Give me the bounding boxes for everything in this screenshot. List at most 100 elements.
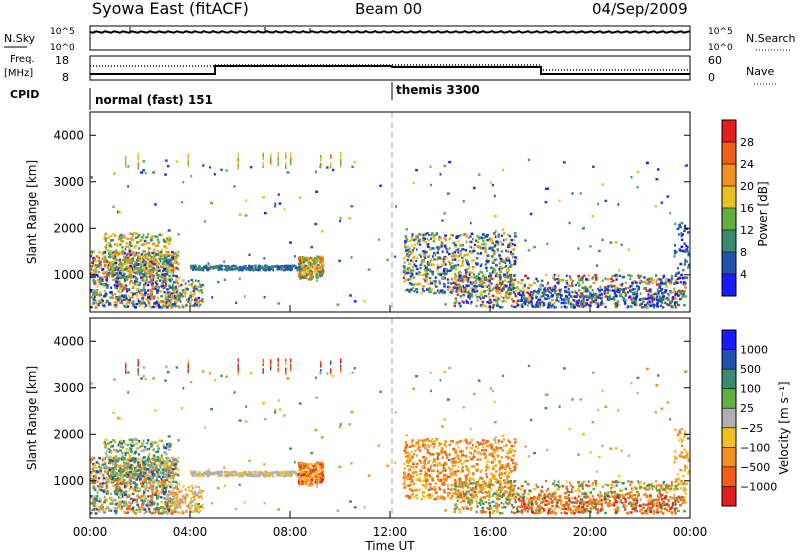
power-cell (177, 268, 180, 271)
power-cell (447, 252, 451, 256)
power-cell (629, 288, 632, 291)
velocity-cell (119, 496, 122, 500)
power-cell (123, 272, 126, 276)
velocity-cell (105, 466, 108, 469)
velocity-cell (105, 469, 108, 473)
power-cell (134, 276, 137, 279)
power-cell (160, 248, 163, 251)
power-cell (452, 281, 455, 285)
power-cell (500, 234, 503, 237)
power-cell (638, 298, 642, 302)
power-cell (138, 247, 140, 250)
power-cell (680, 231, 683, 235)
power-cell (135, 268, 139, 271)
power-cell (319, 259, 323, 262)
power-cell (507, 245, 510, 249)
velocity-cell (110, 492, 113, 495)
power-cell (174, 266, 177, 270)
velocity-cell (131, 440, 134, 443)
power-cell (100, 279, 104, 282)
power-cell (115, 254, 119, 257)
power-cell (436, 256, 440, 259)
velocity-cell (102, 490, 105, 494)
power-cell (147, 249, 150, 253)
velocity-cell (163, 475, 167, 478)
velocity-cell (152, 473, 156, 476)
power-cell (558, 289, 561, 292)
power-cell (513, 262, 517, 266)
power-cell (119, 260, 122, 263)
power-cell (315, 276, 319, 279)
velocity-cell (157, 456, 160, 460)
power-cell (418, 282, 421, 286)
velocity-cell (151, 490, 154, 494)
power-cell (507, 243, 511, 247)
velocity-cell (103, 469, 107, 473)
power-cell (581, 294, 585, 297)
power-cell (451, 265, 454, 268)
power-cell (411, 250, 414, 253)
power-cell (509, 279, 512, 282)
velocity-cell (141, 480, 145, 483)
velocity-cell (170, 468, 174, 472)
velocity-cell (145, 466, 148, 470)
velocity-cell (179, 506, 182, 509)
power-cell (415, 235, 419, 239)
power-cell (530, 299, 533, 302)
power-cell (484, 250, 487, 254)
power-cell (116, 277, 120, 280)
power-cell (182, 181, 185, 184)
power-cell (143, 285, 146, 288)
velocity-cell (164, 453, 168, 456)
velocity-cell (109, 471, 112, 475)
power-cell (683, 242, 686, 245)
velocity-cell (143, 469, 147, 473)
velocity-cell (115, 490, 119, 494)
power-cell (460, 264, 463, 268)
power-cell (686, 231, 690, 234)
power-cell (136, 266, 140, 270)
power-cell (102, 284, 105, 288)
power-cell (533, 289, 536, 293)
power-cell (664, 280, 668, 284)
power-cell (129, 237, 133, 240)
power-cell (545, 283, 549, 286)
power-cell (433, 254, 436, 257)
power-cell (624, 291, 627, 295)
velocity-cell (201, 505, 203, 509)
velocity-cell (142, 449, 146, 452)
power-cell (280, 268, 283, 271)
power-cell (199, 303, 202, 306)
power-cell (629, 285, 631, 288)
power-cell (476, 235, 479, 238)
power-cell (522, 293, 525, 297)
velocity-cell (129, 476, 133, 480)
power-cell (639, 279, 643, 283)
power-cell (133, 254, 136, 258)
power-cell (645, 303, 648, 307)
velocity-cell (175, 491, 178, 495)
power-cell (687, 263, 691, 267)
power-cell (515, 301, 518, 304)
velocity-cell (129, 454, 132, 458)
power-cell (415, 248, 418, 251)
power-cell (533, 245, 537, 249)
power-cell (127, 268, 130, 271)
power-cell (667, 298, 670, 302)
power-cell (671, 277, 673, 280)
power-cell (493, 194, 496, 198)
power-cell (425, 278, 428, 281)
power-cell (524, 303, 527, 306)
velocity-cell (137, 462, 139, 466)
power-cell (599, 286, 602, 289)
power-cell (651, 300, 654, 303)
power-cell (181, 295, 184, 298)
power-cell (285, 161, 287, 166)
power-cell (477, 245, 481, 249)
velocity-cell (151, 495, 154, 498)
power-cell (467, 280, 469, 283)
power-cell (586, 302, 589, 306)
power-cell (113, 301, 117, 304)
power-cell (518, 293, 522, 297)
power-cell (141, 257, 144, 260)
